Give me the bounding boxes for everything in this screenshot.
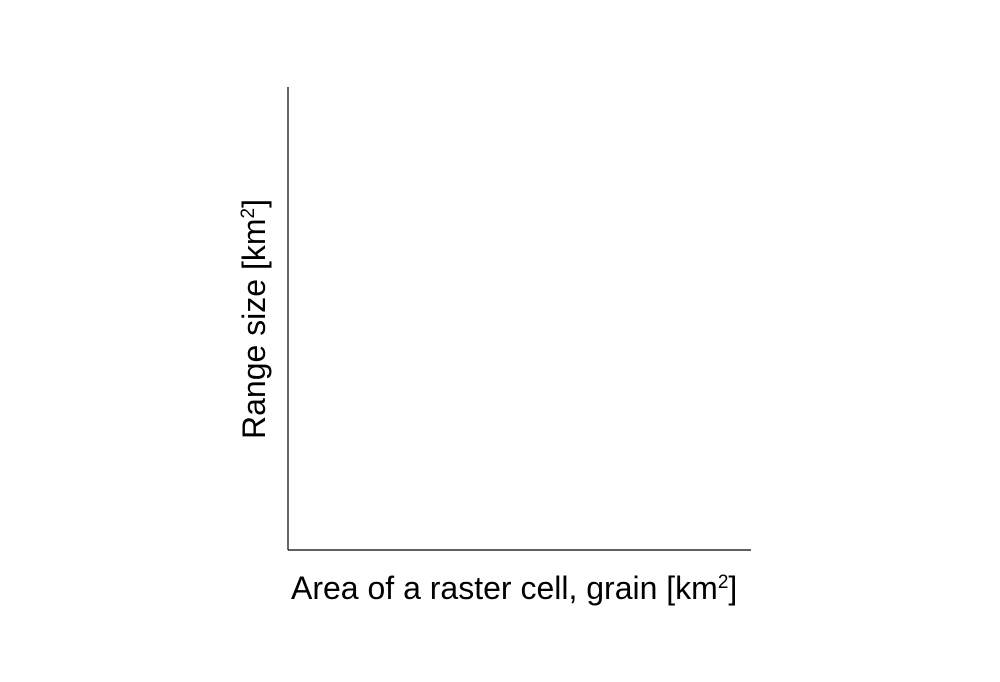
x-axis-label: Area of a raster cell, grain [km2] bbox=[291, 570, 737, 606]
x-axis-label-text: Area of a raster cell, grain [km bbox=[291, 570, 718, 606]
x-axis-label-superscript: 2 bbox=[718, 572, 729, 593]
y-axis-label-superscript: 2 bbox=[238, 208, 259, 219]
y-axis-label-bracket: ] bbox=[236, 199, 272, 208]
y-axis-label-text: Range size [km bbox=[236, 218, 272, 439]
y-axis-label: Range size [km2] bbox=[236, 199, 272, 439]
x-axis-label-bracket: ] bbox=[728, 570, 737, 606]
